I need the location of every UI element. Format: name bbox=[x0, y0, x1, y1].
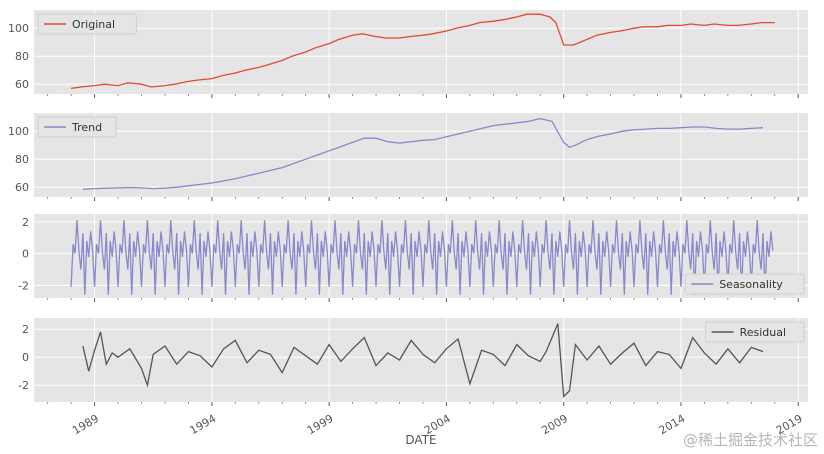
x-tick-label: 1989 bbox=[70, 412, 101, 437]
legend-box bbox=[37, 116, 117, 138]
legend-label: Seasonality bbox=[719, 278, 783, 291]
plot-background bbox=[34, 113, 808, 197]
legend-box bbox=[705, 321, 805, 343]
panel-original: 60 80 100 Original bbox=[8, 10, 808, 98]
x-tick-label: 1999 bbox=[305, 412, 336, 437]
legend: Seasonality bbox=[684, 273, 805, 295]
x-tick-label: 1994 bbox=[188, 412, 219, 437]
watermark: @稀土掘金技术社区 bbox=[682, 431, 818, 449]
y-tick-label: -2 bbox=[18, 279, 29, 292]
y-tick-label: 80 bbox=[15, 50, 29, 63]
x-axis-label: DATE bbox=[405, 433, 436, 447]
y-tick-label: 100 bbox=[8, 125, 29, 138]
y-tick-label: -2 bbox=[18, 379, 29, 392]
legend: Original bbox=[37, 13, 137, 35]
x-tick-label: 2009 bbox=[539, 412, 570, 437]
y-tick-label: 2 bbox=[22, 323, 29, 336]
y-tick-label: 60 bbox=[15, 78, 29, 91]
series-line-residual bbox=[82, 323, 764, 398]
y-tick-label: 60 bbox=[15, 181, 29, 194]
y-tick-label: 100 bbox=[8, 22, 29, 35]
plot-background bbox=[34, 10, 808, 94]
y-tick-label: 2 bbox=[22, 216, 29, 229]
series-line-trend bbox=[82, 117, 764, 190]
legend-label: Original bbox=[72, 18, 115, 31]
panel-seasonality: -2 0 2 Seasonality bbox=[18, 214, 808, 302]
legend-label: Trend bbox=[71, 121, 102, 134]
legend-label: Residual bbox=[740, 326, 786, 339]
panel-trend: 60 80 100 Trend bbox=[8, 113, 808, 201]
legend-box bbox=[684, 273, 805, 295]
y-tick-label: 0 bbox=[22, 351, 29, 364]
legend-box bbox=[37, 13, 137, 35]
y-tick-label: 0 bbox=[22, 248, 29, 261]
y-tick-label: 80 bbox=[15, 153, 29, 166]
plot-background bbox=[34, 318, 808, 402]
series-line-seasonality bbox=[70, 220, 774, 295]
series-line-original bbox=[71, 13, 775, 90]
panel-residual: -2 0 2 Residual bbox=[18, 318, 808, 406]
legend: Trend bbox=[37, 116, 117, 138]
legend: Residual bbox=[705, 321, 805, 343]
